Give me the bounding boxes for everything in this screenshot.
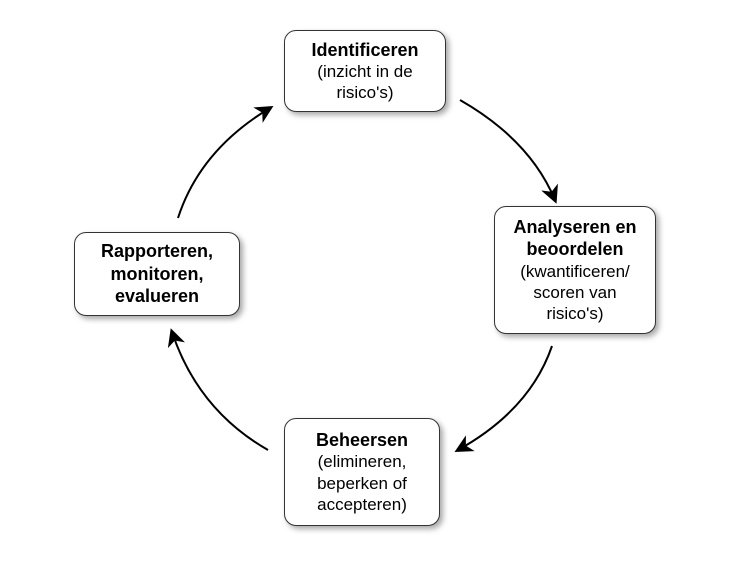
- node-analyseren: Analyseren en beoordelen (kwantificeren/…: [494, 206, 656, 334]
- node-subtitle-line: (elimineren,: [318, 451, 407, 472]
- node-rapporteren: Rapporteren, monitoren, evalueren: [74, 232, 240, 316]
- node-subtitle-line: accepteren): [317, 494, 407, 515]
- arrow-beheersen-to-rapporteren: [172, 332, 268, 450]
- node-title-line: Rapporteren,: [101, 240, 213, 263]
- node-title-line: Analyseren en: [513, 216, 636, 239]
- arrow-analyseren-to-beheersen: [458, 346, 552, 450]
- node-title: Beheersen: [316, 429, 408, 452]
- node-subtitle-line: (kwantificeren/: [520, 261, 630, 282]
- node-title-line: evalueren: [115, 285, 199, 308]
- node-title-line: monitoren,: [111, 263, 204, 286]
- node-subtitle-line: risico's): [546, 303, 603, 324]
- arrow-identificeren-to-analyseren: [460, 100, 555, 200]
- arrow-rapporteren-to-identificeren: [178, 108, 270, 218]
- node-title: Identificeren: [311, 39, 418, 62]
- node-subtitle-line: scoren van: [533, 282, 616, 303]
- node-subtitle-line: beperken of: [317, 473, 407, 494]
- node-beheersen: Beheersen (elimineren, beperken of accep…: [284, 418, 440, 526]
- node-subtitle-line: risico's): [336, 82, 393, 103]
- node-subtitle-line: (inzicht in de: [317, 61, 412, 82]
- node-identificeren: Identificeren (inzicht in de risico's): [284, 30, 446, 112]
- node-title-line: beoordelen: [526, 238, 623, 261]
